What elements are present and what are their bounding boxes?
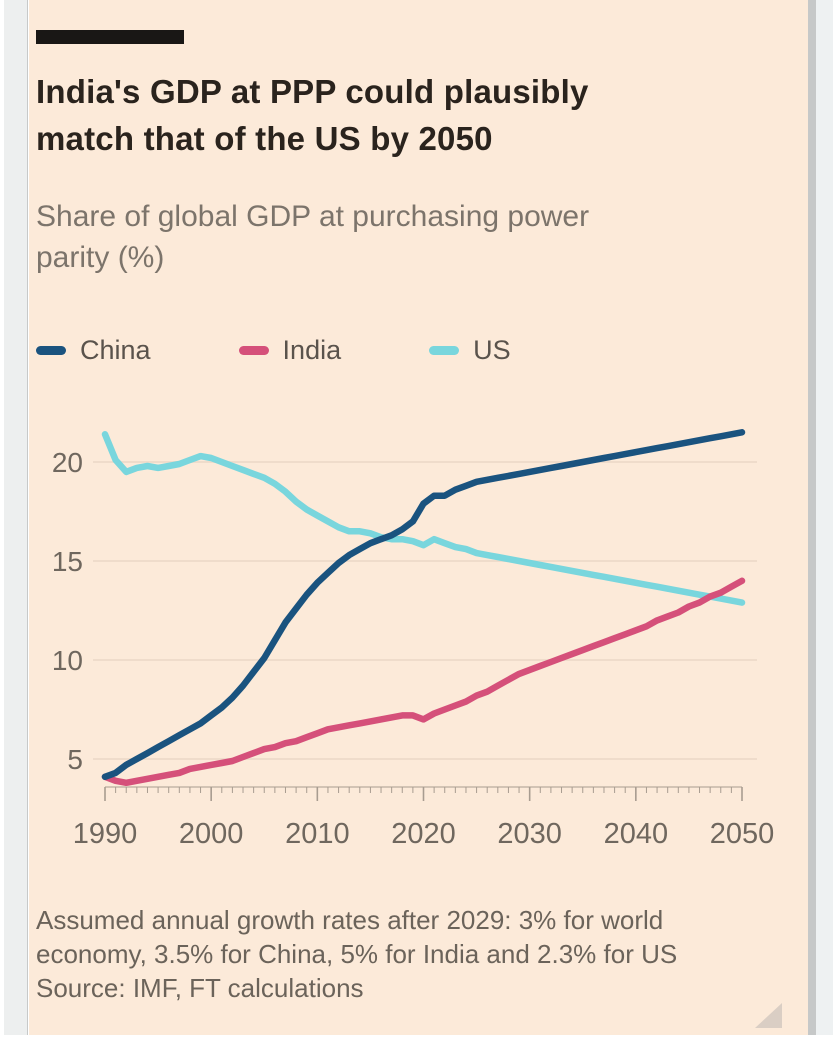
ft-top-bar [36,30,184,44]
chart-subtitle: Share of global GDP at purchasing power … [36,196,808,278]
svg-text:2010: 2010 [285,818,350,850]
left-gutter [4,0,28,1035]
footnote-line2: economy, 3.5% for China, 5% for India an… [36,939,678,969]
chart-area: 5 10 15 20 1990 2000 2010 2020 2030 2040 2050 [29,410,808,860]
svg-text:5: 5 [67,744,83,775]
chart-title-line1: India's GDP at PPP could plausibly [36,73,589,110]
right-gutter [816,0,833,1035]
chart-subtitle-line2: parity (%) [36,241,165,274]
legend-label-china: China [80,334,151,365]
svg-text:2020: 2020 [391,818,456,850]
legend-label-us: US [473,334,511,365]
china-line-swatch-icon [36,345,66,355]
us-line-swatch-icon [429,345,460,355]
svg-text:2050: 2050 [710,818,775,850]
chart-title-line2: match that of the US by 2050 [36,120,493,157]
svg-text:2000: 2000 [179,818,244,850]
bottom-strip [0,1035,833,1049]
india-line-swatch-icon [238,345,269,355]
source-line: Source: IMF, FT calculations [36,973,364,1003]
legend-item-india: India [238,334,342,366]
chart-title: India's GDP at PPP could plausibly match… [36,68,808,162]
chart-svg: 5 10 15 20 1990 2000 2010 2020 2030 2040 2050 [52,429,775,850]
svg-text:10: 10 [52,645,83,676]
chart-card: India's GDP at PPP could plausibly match… [29,0,808,1035]
svg-text:20: 20 [52,447,83,478]
legend-label-india: India [282,334,342,365]
right-edge-line [808,0,816,1035]
svg-text:2030: 2030 [497,818,562,850]
legend-item-china: China [36,335,151,366]
chart-subtitle-line1: Share of global GDP at purchasing power [36,200,590,233]
svg-text:1990: 1990 [73,818,138,850]
legend: China India US [36,335,808,365]
footnote-line1: Assumed annual growth rates after 2029: … [36,905,664,935]
corner-fold-icon [755,1003,782,1028]
svg-text:2040: 2040 [604,818,669,850]
svg-text:15: 15 [52,546,83,577]
chart-footnote: Assumed annual growth rates after 2029: … [36,903,808,1005]
legend-item-us: US [429,335,511,366]
